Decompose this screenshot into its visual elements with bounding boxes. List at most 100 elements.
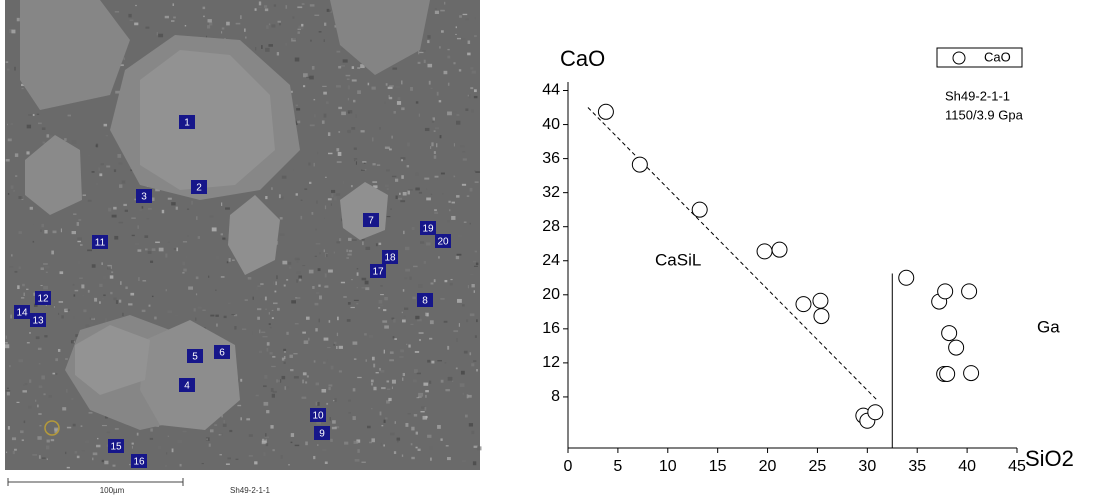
sem-texture — [261, 331, 266, 333]
sem-texture — [399, 192, 401, 195]
sem-texture — [11, 29, 16, 34]
sem-texture — [144, 235, 149, 238]
spot-box — [370, 264, 386, 278]
sem-texture — [388, 397, 392, 402]
sem-texture — [258, 1, 262, 6]
sem-texture — [144, 248, 148, 251]
sem-texture — [105, 134, 109, 137]
sem-texture — [117, 154, 122, 158]
sem-texture — [9, 29, 13, 33]
sem-texture — [441, 193, 444, 195]
sem-texture — [44, 229, 48, 234]
sem-texture — [328, 269, 333, 273]
sem-texture — [157, 446, 162, 449]
sem-texture — [5, 342, 8, 344]
sem-texture — [420, 411, 425, 413]
sem-texture — [323, 249, 325, 253]
sem-texture — [401, 311, 403, 314]
sem-texture — [323, 91, 327, 95]
sem-texture — [61, 315, 64, 319]
sem-texture — [333, 196, 337, 201]
spot-label: 3 — [141, 192, 147, 203]
sem-texture — [436, 143, 438, 148]
sem-texture — [255, 394, 259, 397]
sem-texture — [466, 195, 470, 197]
sem-texture — [418, 191, 423, 194]
sem-texture — [98, 167, 100, 171]
sem-texture — [41, 127, 46, 131]
sem-texture — [316, 420, 321, 425]
sem-texture — [356, 303, 359, 305]
sem-texture — [42, 141, 45, 144]
sem-texture — [41, 457, 46, 460]
sem-texture — [342, 59, 348, 63]
sem-texture — [149, 437, 154, 440]
sem-texture — [318, 284, 321, 287]
sem-texture — [311, 65, 315, 70]
sem-texture — [65, 309, 71, 311]
sem-texture — [268, 312, 270, 315]
sem-texture — [323, 217, 325, 219]
sem-texture — [410, 443, 413, 446]
sem-texture — [27, 405, 32, 409]
spot-label: 10 — [312, 411, 324, 422]
sem-texture — [471, 284, 475, 288]
sem-texture — [225, 463, 230, 465]
sem-texture — [207, 19, 212, 23]
sem-texture — [467, 285, 469, 289]
sem-texture — [14, 66, 16, 71]
sem-texture — [404, 307, 409, 310]
sem-texture — [37, 404, 39, 408]
sem-texture — [327, 152, 333, 155]
sem-texture — [348, 411, 352, 414]
point — [812, 292, 829, 309]
sem-texture — [7, 387, 9, 389]
annotation: CaSiL — [655, 250, 701, 269]
sem-texture — [128, 13, 132, 18]
sem-texture — [436, 91, 439, 96]
sem-texture — [411, 426, 415, 431]
sem-texture — [406, 343, 408, 346]
sem-texture — [318, 318, 320, 323]
sem-texture — [413, 265, 418, 268]
sem-texture — [383, 419, 386, 423]
sem-texture — [279, 196, 284, 200]
sem-texture — [403, 230, 405, 235]
sem-texture — [128, 303, 133, 306]
sem-texture — [283, 284, 286, 287]
sem-texture — [408, 344, 411, 348]
sem-texture — [313, 162, 315, 167]
y-tick-label: 40 — [542, 116, 560, 133]
sem-texture — [29, 331, 31, 334]
sem-texture — [438, 256, 440, 259]
sem-texture — [360, 169, 365, 171]
spot-box — [435, 234, 451, 248]
sem-texture — [245, 36, 247, 39]
sem-texture — [38, 363, 41, 365]
sem-texture — [195, 317, 197, 321]
sem-texture — [429, 380, 432, 384]
sem-texture — [293, 376, 299, 379]
sem-texture — [330, 10, 332, 14]
sem-texture — [196, 216, 198, 220]
sem-texture — [32, 240, 35, 243]
sem-texture — [336, 161, 342, 163]
sem-texture — [264, 374, 268, 379]
sem-texture — [129, 19, 134, 21]
sem-texture — [167, 197, 172, 200]
sem-texture — [415, 101, 419, 104]
sem-texture — [220, 276, 225, 278]
sem-texture — [460, 370, 465, 375]
sem-texture — [328, 9, 331, 12]
sem-texture — [7, 193, 10, 195]
sem-texture — [26, 151, 30, 155]
sem-texture — [52, 230, 57, 234]
sem-texture — [421, 406, 425, 409]
sem-texture — [433, 130, 436, 132]
grain — [330, 0, 430, 75]
sem-texture — [448, 200, 451, 203]
sem-texture — [35, 336, 40, 340]
sem-texture — [302, 85, 306, 88]
sem-texture — [294, 444, 300, 447]
sem-texture — [96, 444, 101, 448]
